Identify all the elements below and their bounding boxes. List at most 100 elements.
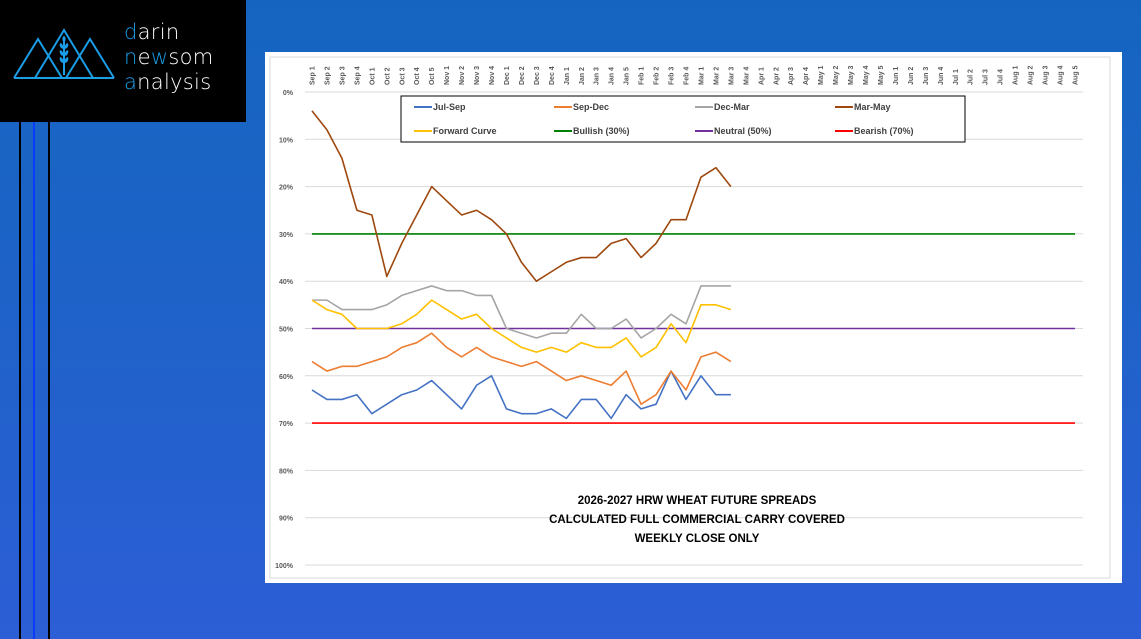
title-line-1: 2026-2027 HRW WHEAT FUTURE SPREADS <box>578 495 817 507</box>
x-tick-label: Oct 5 <box>429 67 436 85</box>
series-line-sep-dec <box>311 332 732 405</box>
x-tick-label: Jun 3 <box>923 67 930 85</box>
legend-label: Mar-May <box>854 102 891 112</box>
x-tick-label: Apr 4 <box>803 67 810 85</box>
x-tick-label: Mar 3 <box>728 67 735 85</box>
legend-label: Forward Curve <box>433 126 497 136</box>
y-tick-label: 100% <box>275 563 294 570</box>
y-tick-label: 0% <box>283 90 294 97</box>
x-tick-label: Apr 3 <box>788 67 795 85</box>
legend-label: Jul-Sep <box>433 102 466 112</box>
legend-box <box>400 95 966 143</box>
x-tick-label: Nov 2 <box>459 66 466 85</box>
x-tick-label: Aug 4 <box>1058 65 1065 85</box>
x-tick-label: Sep 3 <box>339 66 346 85</box>
logo-text-newsom: newsom <box>124 45 214 69</box>
x-tick-label: Dec 3 <box>534 66 541 85</box>
x-tick-label: Jan 1 <box>564 67 571 85</box>
x-tick-label: Aug 2 <box>1028 65 1035 85</box>
decor-line-black-1 <box>19 122 21 639</box>
y-tick-label: 90% <box>279 516 294 523</box>
x-tick-label: Nov 1 <box>444 66 451 85</box>
legend: Jul-Sep Sep-Dec Dec-Mar Mar-May Forward Curv… <box>400 95 966 143</box>
logo-text-analysis: analysis <box>124 70 212 94</box>
legend-label: Bullish (30%) <box>573 126 630 136</box>
y-tick-label: 60% <box>279 374 294 381</box>
x-tick-label: May 1 <box>818 65 825 85</box>
x-tick-label: Jul 3 <box>983 69 990 85</box>
x-tick-label: May 5 <box>878 65 885 85</box>
x-tick-label: Sep 2 <box>324 66 331 85</box>
series-lines <box>311 110 1075 424</box>
legend-item-mar-may: Mar-May <box>835 102 891 112</box>
x-tick-label: Sep 4 <box>354 66 361 85</box>
x-tick-label: Dec 1 <box>504 66 511 85</box>
wheat-mountains-icon <box>13 28 115 79</box>
title-line-3: WEEKLY CLOSE ONLY <box>635 533 760 545</box>
y-tick-label: 30% <box>279 232 294 239</box>
legend-item-sep-dec: Sep-Dec <box>554 102 609 112</box>
x-tick-label: May 4 <box>863 65 870 85</box>
series-sep-dec <box>311 332 732 405</box>
y-tick-label: 70% <box>279 421 294 428</box>
chart-title: 2026-2027 HRW WHEAT FUTURE SPREADS CALCU… <box>549 495 845 545</box>
decor-line-black-2 <box>48 122 50 639</box>
series-line-jul-sep <box>311 370 731 420</box>
x-tick-label: Jan 5 <box>624 67 631 85</box>
x-tick-label: Aug 3 <box>1043 65 1050 85</box>
x-tick-label: Apr 2 <box>773 67 780 85</box>
x-tick-label: Mar 1 <box>698 67 705 85</box>
x-tick-label: Apr 1 <box>758 67 765 85</box>
series-mar-may <box>311 110 732 282</box>
legend-label: Neutral (50%) <box>714 126 772 136</box>
x-tick-label: Jul 1 <box>953 69 960 85</box>
x-tick-label: Mar 4 <box>743 67 750 85</box>
x-tick-label: Dec 2 <box>519 66 526 85</box>
logo-text-darin: darin <box>124 20 180 44</box>
x-tick-label: Feb 3 <box>669 67 676 85</box>
x-tick-label: Nov 4 <box>489 66 496 85</box>
legend-label: Bearish (70%) <box>854 126 914 136</box>
y-tick-label: 40% <box>279 279 294 286</box>
x-tick-label: Aug 1 <box>1013 65 1020 85</box>
x-tick-label: May 3 <box>848 65 855 85</box>
title-line-2: CALCULATED FULL COMMERCIAL CARRY COVERED <box>549 514 845 526</box>
legend-label: Dec-Mar <box>714 102 750 112</box>
series-line-dec-mar <box>312 285 731 339</box>
series-dec-mar <box>311 285 731 339</box>
x-tick-label: Oct 1 <box>369 67 376 85</box>
x-tick-label: Feb 1 <box>639 67 646 85</box>
y-tick-label: 20% <box>279 185 294 192</box>
y-axis-ticks: 0% 10% 20% 30% 40% 50% 60% 70% 80% 90% 100% <box>275 90 294 570</box>
logo: darin newsom analysis <box>0 0 246 122</box>
plot-border <box>269 56 1111 579</box>
y-tick-label: 10% <box>279 137 294 144</box>
y-tick-label: 80% <box>279 468 294 475</box>
x-tick-label: May 2 <box>833 65 840 85</box>
x-tick-label: Feb 4 <box>684 67 691 85</box>
x-tick-label: Nov 3 <box>474 66 481 85</box>
x-tick-label: Sep 1 <box>310 66 317 85</box>
legend-item-bearish-70: Bearish (70%) <box>835 126 914 136</box>
x-axis-ticks: Sep 1 Sep 2 Sep 3 Sep 4 Oct 1 Oct 2 Oct 3 Oct 4… <box>310 65 1080 85</box>
legend-item-bullish-30: Bullish (30%) <box>554 126 630 136</box>
decor-line-blue <box>33 122 35 639</box>
x-tick-label: Jun 2 <box>908 67 915 85</box>
x-tick-label: Oct 3 <box>399 67 406 85</box>
x-tick-label: Aug 5 <box>1072 65 1079 85</box>
legend-item-neutral-50: Neutral (50%) <box>695 126 772 136</box>
legend-item-jul-sep: Jul-Sep <box>414 102 466 112</box>
x-tick-label: Jan 2 <box>579 67 586 85</box>
legend-item-forward-curve: Forward Curve <box>414 126 497 136</box>
x-tick-label: Mar 2 <box>713 67 720 85</box>
legend-item-dec-mar: Dec-Mar <box>695 102 750 112</box>
x-tick-label: Jun 1 <box>893 67 900 85</box>
legend-label: Sep-Dec <box>573 102 609 112</box>
x-tick-label: Dec 4 <box>549 66 556 85</box>
x-tick-label: Oct 4 <box>414 67 421 85</box>
x-tick-label: Jan 3 <box>594 67 601 85</box>
series-forward-curve <box>311 299 732 358</box>
x-tick-label: Jun 4 <box>938 67 945 85</box>
